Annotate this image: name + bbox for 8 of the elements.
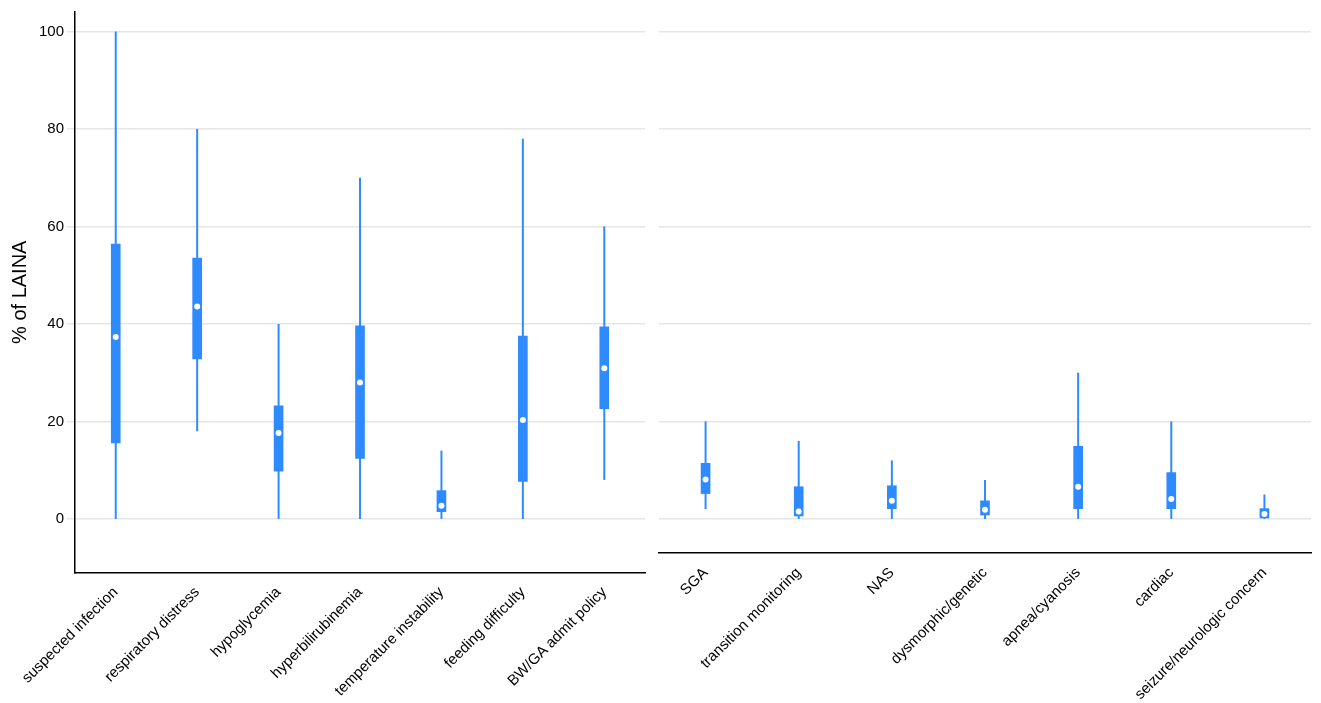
y-tick-label: 20: [47, 411, 65, 429]
y-tick-label: 40: [47, 314, 65, 332]
y-tick-label: 0: [55, 509, 65, 527]
y-axis-title: % of LAINA: [7, 239, 30, 344]
y-tick-label: 80: [47, 119, 65, 137]
y-tick-label: 60: [47, 216, 65, 234]
y-tick-label: 100: [39, 21, 65, 39]
x-tick-label: SGA: [676, 563, 711, 598]
